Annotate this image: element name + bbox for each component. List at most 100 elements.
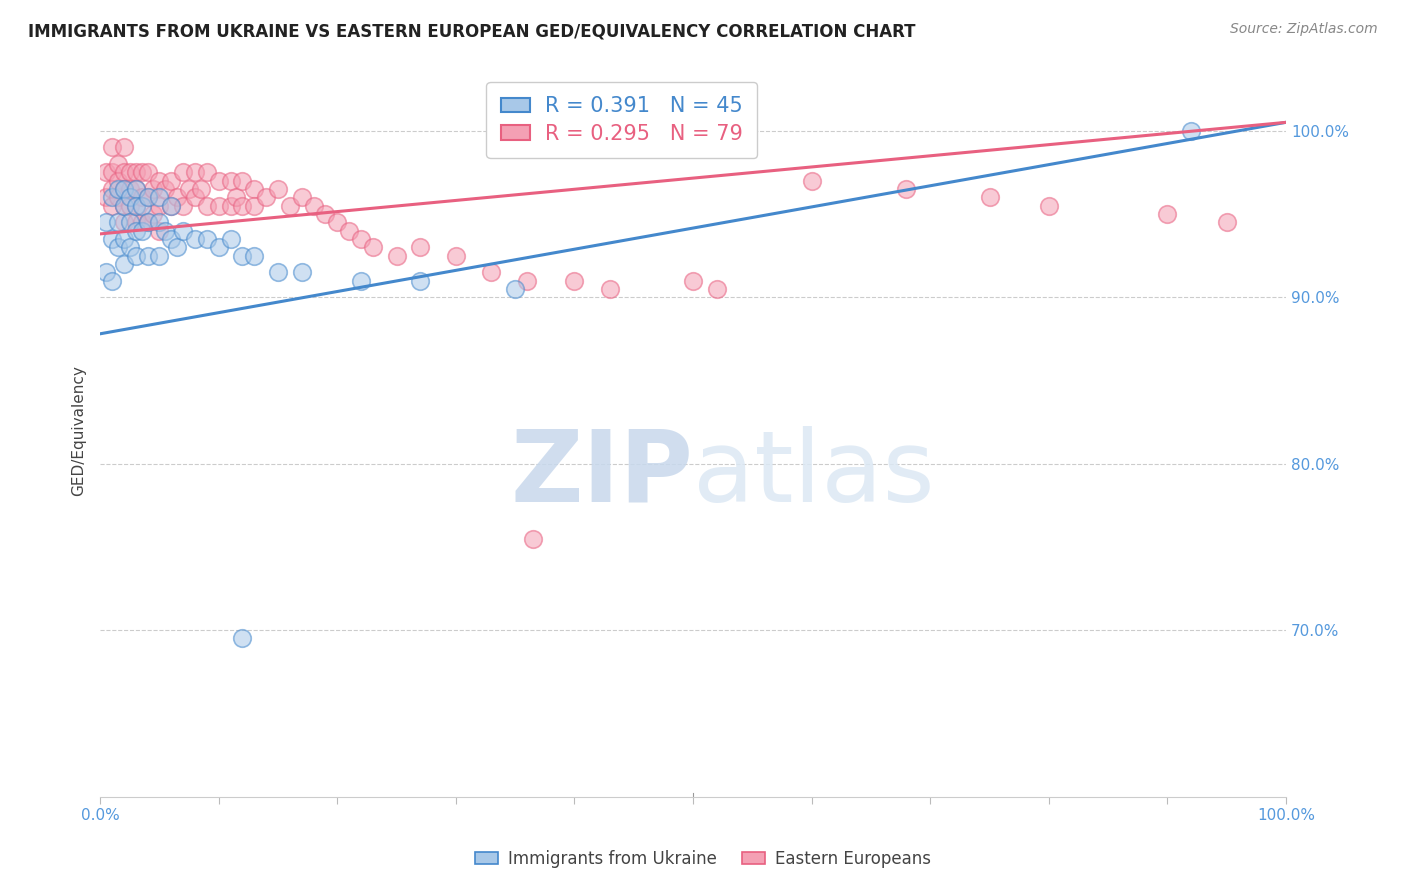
Point xyxy=(94,190,117,204)
Point xyxy=(184,232,207,246)
Text: atlas: atlas xyxy=(693,425,935,523)
Point xyxy=(208,198,231,212)
Point xyxy=(101,232,124,246)
Point xyxy=(172,223,194,237)
Point xyxy=(101,165,124,179)
Point xyxy=(231,173,253,187)
Point xyxy=(148,223,170,237)
Point xyxy=(350,232,373,246)
Point xyxy=(409,240,432,254)
Point xyxy=(131,223,153,237)
Point xyxy=(208,240,231,254)
Point xyxy=(243,248,266,262)
Point xyxy=(160,198,183,212)
Point xyxy=(94,165,117,179)
Point xyxy=(172,198,194,212)
Point xyxy=(516,273,538,287)
Point xyxy=(896,182,918,196)
Point xyxy=(107,190,129,204)
Point xyxy=(136,190,159,204)
Point xyxy=(142,182,165,196)
Point xyxy=(503,282,526,296)
Point xyxy=(302,198,325,212)
Point xyxy=(125,248,148,262)
Point xyxy=(409,273,432,287)
Point xyxy=(136,190,159,204)
Point xyxy=(118,190,141,204)
Point xyxy=(184,165,207,179)
Point xyxy=(148,190,170,204)
Point xyxy=(136,215,159,229)
Point xyxy=(278,198,301,212)
Point xyxy=(1215,215,1237,229)
Point xyxy=(101,182,124,196)
Point xyxy=(225,190,247,204)
Point xyxy=(208,173,231,187)
Point xyxy=(131,198,153,212)
Point xyxy=(107,173,129,187)
Point xyxy=(184,190,207,204)
Point xyxy=(112,165,135,179)
Point xyxy=(291,265,314,279)
Point xyxy=(107,157,129,171)
Point xyxy=(125,182,148,196)
Point xyxy=(267,265,290,279)
Point xyxy=(136,215,159,229)
Point xyxy=(118,182,141,196)
Point xyxy=(385,248,408,262)
Point xyxy=(195,198,218,212)
Point xyxy=(125,215,148,229)
Legend: R = 0.391   N = 45, R = 0.295   N = 79: R = 0.391 N = 45, R = 0.295 N = 79 xyxy=(486,82,758,158)
Point xyxy=(337,223,360,237)
Point xyxy=(219,198,242,212)
Point xyxy=(231,248,253,262)
Point xyxy=(118,198,141,212)
Point xyxy=(107,182,129,196)
Point xyxy=(682,273,704,287)
Point xyxy=(112,232,135,246)
Point xyxy=(131,190,153,204)
Point xyxy=(125,198,148,212)
Point xyxy=(326,215,349,229)
Point xyxy=(195,165,218,179)
Point xyxy=(166,240,188,254)
Point xyxy=(166,190,188,204)
Point xyxy=(112,198,135,212)
Point xyxy=(190,182,212,196)
Point xyxy=(101,198,124,212)
Point xyxy=(112,182,135,196)
Point xyxy=(160,173,183,187)
Point xyxy=(350,273,373,287)
Point xyxy=(112,198,135,212)
Point xyxy=(979,190,1001,204)
Point xyxy=(800,173,823,187)
Point xyxy=(155,182,177,196)
Point xyxy=(564,273,586,287)
Point xyxy=(148,173,170,187)
Point xyxy=(101,190,124,204)
Point xyxy=(172,165,194,179)
Point xyxy=(125,182,148,196)
Point xyxy=(131,215,153,229)
Point xyxy=(599,282,621,296)
Point xyxy=(1156,207,1178,221)
Point xyxy=(231,198,253,212)
Point xyxy=(444,248,467,262)
Point xyxy=(219,232,242,246)
Point xyxy=(125,165,148,179)
Point xyxy=(136,248,159,262)
Point xyxy=(107,215,129,229)
Point xyxy=(160,232,183,246)
Point xyxy=(291,190,314,204)
Point xyxy=(243,198,266,212)
Point xyxy=(481,265,503,279)
Point xyxy=(112,182,135,196)
Point xyxy=(231,632,253,646)
Point xyxy=(361,240,384,254)
Point xyxy=(522,532,544,546)
Point xyxy=(112,140,135,154)
Text: IMMIGRANTS FROM UKRAINE VS EASTERN EUROPEAN GED/EQUIVALENCY CORRELATION CHART: IMMIGRANTS FROM UKRAINE VS EASTERN EUROP… xyxy=(28,22,915,40)
Point xyxy=(94,265,117,279)
Point xyxy=(254,190,277,204)
Point xyxy=(131,165,153,179)
